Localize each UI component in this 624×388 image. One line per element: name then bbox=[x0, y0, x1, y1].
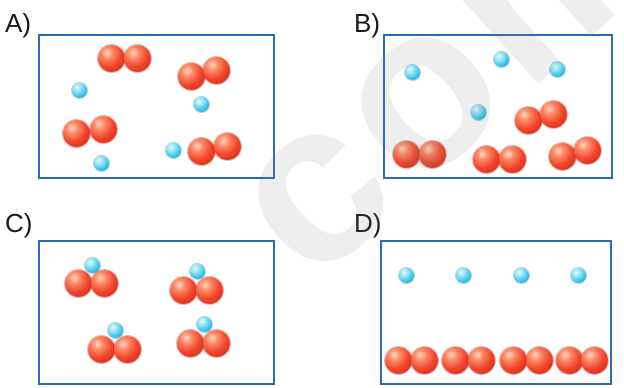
blue-particle bbox=[72, 83, 87, 98]
blue-particle bbox=[194, 97, 209, 112]
panel-d bbox=[380, 240, 612, 385]
red-particle bbox=[170, 277, 197, 304]
red-particle bbox=[499, 146, 526, 173]
red-particle bbox=[442, 347, 469, 374]
blue-particle bbox=[108, 323, 123, 338]
blue-particle bbox=[550, 62, 565, 77]
blue-particle bbox=[197, 317, 212, 332]
blue-particle bbox=[494, 52, 509, 67]
red-particle bbox=[196, 277, 223, 304]
red-particle bbox=[411, 347, 438, 374]
red-particle bbox=[393, 141, 420, 168]
blue-particle bbox=[471, 105, 486, 120]
blue-particle bbox=[94, 156, 109, 171]
red-particle bbox=[88, 336, 115, 363]
blue-particle bbox=[399, 268, 414, 283]
red-particle bbox=[419, 141, 446, 168]
panel-b-label: B) bbox=[354, 8, 380, 38]
panel-a-label: A) bbox=[5, 8, 31, 38]
red-particle bbox=[556, 347, 583, 374]
blue-particle bbox=[514, 268, 529, 283]
red-particle bbox=[114, 336, 141, 363]
red-particle bbox=[177, 330, 204, 357]
red-particle bbox=[90, 116, 117, 143]
blue-particle bbox=[190, 264, 205, 279]
blue-particle bbox=[85, 258, 100, 273]
red-particle bbox=[515, 107, 542, 134]
red-particle bbox=[203, 57, 230, 84]
red-particle bbox=[188, 138, 215, 165]
red-particle bbox=[98, 45, 125, 72]
red-particle bbox=[549, 143, 576, 170]
blue-particle bbox=[166, 143, 181, 158]
panel-c bbox=[38, 240, 275, 385]
red-particle bbox=[203, 330, 230, 357]
red-particle bbox=[500, 347, 527, 374]
red-particle bbox=[385, 347, 412, 374]
panel-b bbox=[383, 34, 613, 179]
panel-a bbox=[38, 34, 275, 179]
blue-particle bbox=[571, 268, 586, 283]
red-particle bbox=[178, 63, 205, 90]
red-particle bbox=[526, 347, 553, 374]
red-particle bbox=[581, 347, 608, 374]
red-particle bbox=[65, 270, 92, 297]
blue-particle bbox=[405, 65, 420, 80]
red-particle bbox=[63, 120, 90, 147]
red-particle bbox=[124, 45, 151, 72]
panel-d-label: D) bbox=[354, 208, 382, 238]
red-particle bbox=[540, 101, 567, 128]
blue-particle bbox=[456, 268, 471, 283]
panel-c-label: C) bbox=[5, 208, 33, 238]
red-particle bbox=[574, 137, 601, 164]
red-particle bbox=[473, 146, 500, 173]
red-particle bbox=[468, 347, 495, 374]
red-particle bbox=[214, 133, 241, 160]
red-particle bbox=[91, 270, 118, 297]
